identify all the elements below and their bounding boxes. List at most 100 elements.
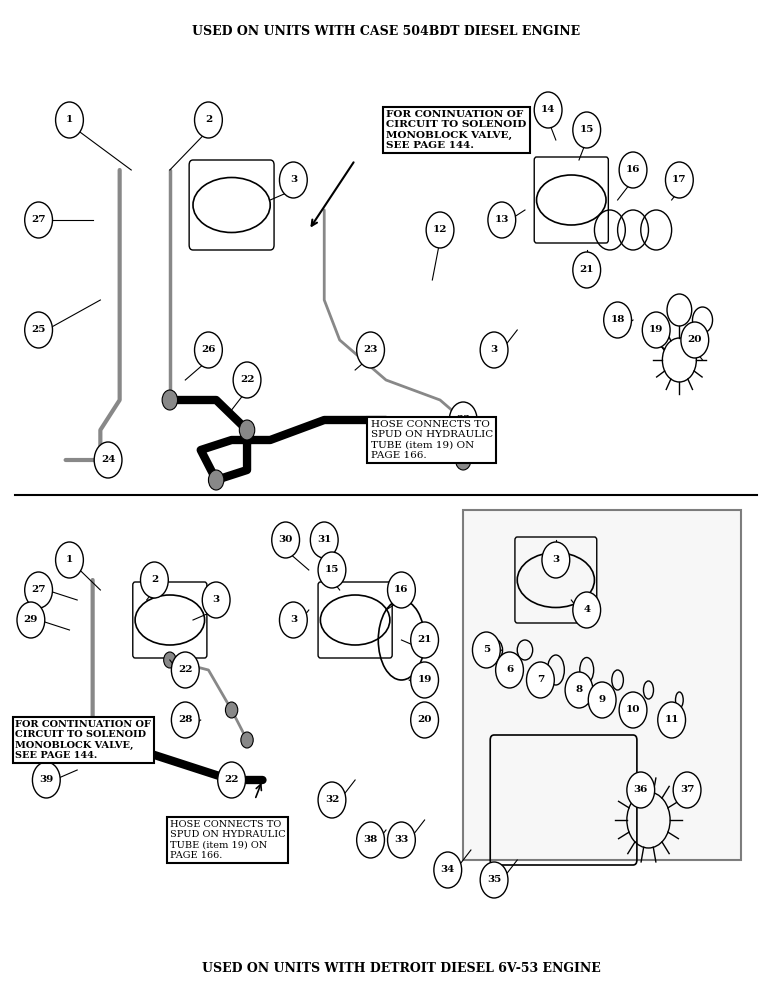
Text: 3: 3 (290, 176, 297, 184)
Circle shape (310, 522, 338, 558)
Text: 13: 13 (495, 216, 509, 225)
FancyBboxPatch shape (463, 510, 741, 860)
Circle shape (162, 390, 178, 410)
Circle shape (241, 732, 253, 748)
Text: 3: 3 (290, 615, 297, 624)
Text: 11: 11 (665, 716, 679, 724)
Text: 10: 10 (626, 706, 640, 714)
Text: 27: 27 (32, 585, 46, 594)
Circle shape (642, 312, 670, 348)
Circle shape (94, 442, 122, 478)
Circle shape (25, 572, 52, 608)
Text: 12: 12 (433, 226, 447, 234)
Text: 37: 37 (680, 786, 694, 794)
Text: 20: 20 (418, 716, 432, 724)
Text: 2: 2 (205, 115, 212, 124)
Text: 9: 9 (598, 696, 606, 704)
Circle shape (480, 332, 508, 368)
Text: 5: 5 (482, 646, 490, 654)
Text: 15: 15 (325, 566, 339, 574)
Text: 16: 16 (394, 585, 408, 594)
Circle shape (573, 252, 601, 288)
Circle shape (411, 662, 438, 698)
Text: 16: 16 (626, 165, 640, 174)
Circle shape (573, 592, 601, 628)
Circle shape (388, 822, 415, 858)
Circle shape (604, 302, 631, 338)
Circle shape (279, 602, 307, 638)
Text: 32: 32 (325, 796, 339, 804)
Circle shape (318, 782, 346, 818)
Circle shape (195, 332, 222, 368)
Text: 22: 22 (225, 776, 239, 784)
Circle shape (619, 152, 647, 188)
Circle shape (411, 622, 438, 658)
Circle shape (218, 762, 245, 798)
Circle shape (357, 332, 384, 368)
Text: 8: 8 (575, 686, 583, 694)
Text: 22: 22 (456, 416, 470, 424)
Circle shape (673, 772, 701, 808)
Text: 3: 3 (212, 595, 220, 604)
Circle shape (141, 562, 168, 598)
Circle shape (488, 202, 516, 238)
Circle shape (225, 702, 238, 718)
Text: 4: 4 (583, 605, 591, 614)
Circle shape (658, 702, 686, 738)
Circle shape (455, 450, 471, 470)
Circle shape (171, 702, 199, 738)
Circle shape (542, 542, 570, 578)
Circle shape (426, 212, 454, 248)
Circle shape (195, 102, 222, 138)
Text: 20: 20 (688, 336, 702, 344)
Circle shape (411, 702, 438, 738)
Text: HOSE CONNECTS TO
SPUD ON HYDRAULIC
TUBE (item 19) ON
PAGE 166.: HOSE CONNECTS TO SPUD ON HYDRAULIC TUBE … (371, 420, 493, 460)
Circle shape (388, 572, 415, 608)
Circle shape (496, 652, 523, 688)
Circle shape (164, 652, 176, 668)
Circle shape (56, 102, 83, 138)
Text: 34: 34 (441, 865, 455, 874)
Text: 27: 27 (32, 216, 46, 225)
Circle shape (25, 312, 52, 348)
Text: 2: 2 (151, 576, 158, 584)
Text: 18: 18 (611, 316, 625, 324)
Circle shape (272, 522, 300, 558)
Text: HOSE CONNECTS TO
SPUD ON HYDRAULIC
TUBE (item 19) ON
PAGE 166.: HOSE CONNECTS TO SPUD ON HYDRAULIC TUBE … (170, 820, 286, 860)
Text: 22: 22 (240, 375, 254, 384)
Text: 7: 7 (537, 676, 544, 684)
Text: 25: 25 (32, 326, 46, 334)
Circle shape (25, 202, 52, 238)
Circle shape (17, 602, 45, 638)
Text: 6: 6 (506, 666, 513, 674)
Circle shape (56, 542, 83, 578)
Text: 29: 29 (24, 615, 38, 624)
Circle shape (233, 362, 261, 398)
Circle shape (357, 822, 384, 858)
Circle shape (534, 92, 562, 128)
Text: 24: 24 (101, 456, 115, 464)
Circle shape (208, 470, 224, 490)
Circle shape (32, 762, 60, 798)
Text: 1: 1 (66, 115, 73, 124)
Circle shape (279, 162, 307, 198)
Text: USED ON UNITS WITH DETROIT DIESEL 6V-53 ENGINE: USED ON UNITS WITH DETROIT DIESEL 6V-53 … (202, 962, 601, 975)
Text: 31: 31 (317, 536, 331, 544)
Text: 1: 1 (66, 556, 73, 564)
Text: FOR CONINUATION OF
CIRCUIT TO SOLENOID
MONOBLOCK VALVE,
SEE PAGE 144.: FOR CONINUATION OF CIRCUIT TO SOLENOID M… (386, 110, 527, 150)
Circle shape (527, 662, 554, 698)
Circle shape (449, 402, 477, 438)
Circle shape (480, 862, 508, 898)
Text: 22: 22 (178, 666, 192, 674)
Text: 30: 30 (279, 536, 293, 544)
Text: 19: 19 (418, 676, 432, 684)
Text: USED ON UNITS WITH CASE 504BDT DIESEL ENGINE: USED ON UNITS WITH CASE 504BDT DIESEL EN… (192, 25, 580, 38)
Text: 19: 19 (649, 326, 663, 334)
Circle shape (171, 652, 199, 688)
Text: 21: 21 (580, 265, 594, 274)
Text: 33: 33 (394, 836, 408, 844)
Text: 3: 3 (490, 346, 498, 355)
Circle shape (681, 322, 709, 358)
Text: 15: 15 (580, 125, 594, 134)
Circle shape (665, 162, 693, 198)
